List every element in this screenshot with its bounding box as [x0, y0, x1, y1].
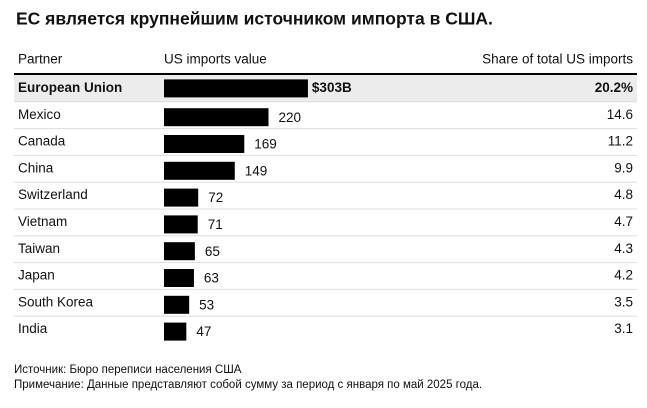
value-label: 65 [205, 244, 220, 259]
partner-label: China [18, 160, 54, 175]
partner-label: Switzerland [18, 187, 88, 202]
chart-title: ЕС является крупнейшим источником импорт… [16, 9, 493, 29]
value-label: $303B [312, 80, 352, 95]
bar [164, 79, 308, 98]
value-label: 53 [199, 297, 214, 312]
value-label: 47 [196, 324, 211, 339]
bar [164, 161, 235, 180]
value-label: 63 [204, 271, 219, 286]
share-label: 3.1 [614, 321, 633, 336]
share-label: 4.2 [614, 268, 633, 283]
share-label: 3.5 [614, 294, 633, 309]
value-label: 72 [208, 190, 223, 205]
note: Примечание: Данные представляют собой су… [14, 379, 482, 391]
partner-label: Canada [18, 134, 66, 149]
bar [164, 135, 245, 153]
bar [164, 108, 269, 127]
value-label: 149 [245, 163, 268, 178]
share-label: 11.2 [608, 134, 633, 149]
bar [164, 242, 195, 261]
column-header: US imports value [164, 52, 267, 67]
column-header: Partner [18, 52, 63, 67]
partner-label: Mexico [18, 107, 61, 122]
row-highlight [14, 75, 637, 102]
value-label: 169 [254, 137, 277, 152]
partner-label: European Union [18, 80, 122, 95]
share-label: 4.8 [614, 187, 633, 202]
bar [164, 269, 194, 287]
bar [164, 295, 190, 314]
share-label: 9.9 [614, 160, 633, 175]
share-label: 4.3 [614, 241, 633, 256]
share-label: 20.2% [595, 80, 633, 95]
value-label: 71 [208, 217, 223, 232]
source: Источник: Бюро переписи населения США [14, 364, 242, 376]
partner-label: Japan [18, 268, 55, 283]
bar [164, 215, 198, 234]
value-label: 220 [279, 110, 302, 125]
partner-label: India [18, 321, 48, 336]
partner-label: Vietnam [18, 214, 67, 229]
partner-label: Taiwan [18, 241, 60, 256]
partner-label: South Korea [18, 294, 94, 309]
bar [164, 322, 187, 341]
share-label: 4.7 [614, 214, 633, 229]
share-label: 14.6 [607, 107, 633, 122]
column-header: Share of total US imports [482, 52, 633, 67]
bar [164, 188, 199, 207]
